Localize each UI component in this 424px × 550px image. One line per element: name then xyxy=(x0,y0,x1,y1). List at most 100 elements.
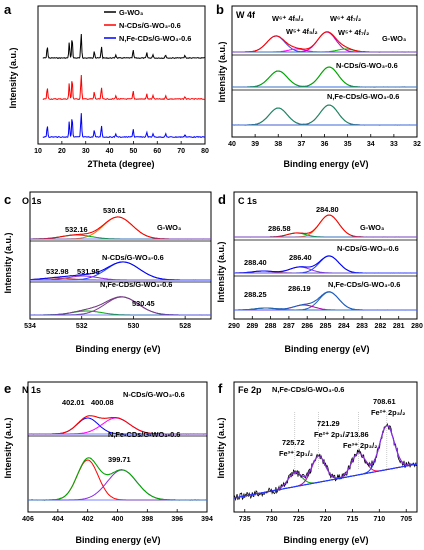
xtick-label: 290 xyxy=(228,323,240,330)
xtick-label: 398 xyxy=(141,516,153,523)
panel-c-xticks: 534 532 530 528 xyxy=(24,316,191,330)
xtick-label: 33 xyxy=(390,141,398,148)
panel-f-xticks: 735 730 725 720 715 710 705 xyxy=(239,509,412,523)
b-w5-52-label: W⁵⁺ 4f₅/₂ xyxy=(286,27,318,36)
fit-envelope xyxy=(30,296,211,316)
panel-a-label: a xyxy=(4,2,12,17)
fit-component xyxy=(233,452,418,499)
xtick-label: 532 xyxy=(76,323,88,330)
fit-component xyxy=(28,469,207,501)
xtick-label: 280 xyxy=(411,323,423,330)
c-53061-label: 530.61 xyxy=(103,206,126,215)
fit-component xyxy=(232,107,417,126)
f-sample-label: N,Fe-CDs/G-WO₃-0.6 xyxy=(272,385,344,394)
b-n-label: N-CDs/G-WO₃-0.6 xyxy=(336,61,398,70)
xtick-label: 735 xyxy=(239,516,251,523)
panel-a-xlabel: 2Theta (degree) xyxy=(87,159,154,169)
panel-b-xlabel: Binding energy (eV) xyxy=(283,159,368,169)
panel-d-label: d xyxy=(218,192,226,207)
panel-e-ylabel: Intensity (a.u.) xyxy=(3,417,13,478)
d-28480-label: 284.80 xyxy=(316,205,339,214)
panel-d-title: C 1s xyxy=(238,196,257,206)
panel-b: b Intensity (a.u.) Binding energy (eV) W… xyxy=(216,2,421,169)
panel-f: f Intensity (a.u.) Binding energy (eV) F… xyxy=(216,381,418,545)
b-nfe-label: N,Fe-CDs/G-WO₃-0.6 xyxy=(327,92,399,101)
panel-c: c Intensity (a.u.) Binding energy (eV) O… xyxy=(3,191,212,354)
panel-b-frame xyxy=(231,5,418,138)
d-28619-label: 286.19 xyxy=(288,284,311,293)
panel-a-xticks: 10 20 30 40 50 60 70 80 xyxy=(34,141,209,155)
xtick-label: 530 xyxy=(128,323,140,330)
xtick-label: 404 xyxy=(52,516,64,523)
e-n-label: N-CDs/G-WO₃-0.6 xyxy=(123,390,185,399)
panel-e: e Intensity (a.u.) Binding energy (eV) N… xyxy=(3,381,213,545)
xtick-label: 285 xyxy=(320,323,332,330)
f-fe3-32-label: Fe³⁺ 2p₃/₂ xyxy=(343,441,377,450)
f-70861-label: 708.61 xyxy=(373,397,396,406)
panel-b-title: W 4f xyxy=(236,10,256,20)
fit-component xyxy=(233,455,418,499)
xtick-label: 282 xyxy=(375,323,387,330)
xtick-label: 289 xyxy=(246,323,258,330)
e-39971-label: 399.71 xyxy=(108,455,131,464)
xtick-label: 400 xyxy=(112,516,124,523)
raw-spectrum xyxy=(29,216,212,240)
panel-f-curves xyxy=(233,412,418,502)
panel-c-frame xyxy=(29,191,212,320)
panel-e-title: N 1s xyxy=(22,385,41,395)
xtick-label: 40 xyxy=(228,141,236,148)
fit-component xyxy=(30,296,211,316)
xtick-label: 36 xyxy=(321,141,329,148)
e-40201-label: 402.01 xyxy=(62,398,85,407)
fit-component xyxy=(234,266,417,274)
fit-envelope xyxy=(232,66,417,88)
panel-b-curves xyxy=(231,31,418,126)
xtick-label: 730 xyxy=(266,516,278,523)
legend-nfe: N,Fe-CDs/G-WO₃-0.6 xyxy=(119,34,191,43)
fit-component xyxy=(234,304,417,311)
c-53045-label: 530.45 xyxy=(132,299,155,308)
xtick-label: 60 xyxy=(153,148,161,155)
xtick-label: 20 xyxy=(58,148,66,155)
panel-b-ylabel: Intensity (a.u.) xyxy=(217,41,227,102)
f-fe2-32-label: Fe²⁺ 2p₃/₂ xyxy=(371,408,405,417)
xtick-label: 283 xyxy=(356,323,368,330)
xtick-label: 287 xyxy=(283,323,295,330)
panel-e-curves xyxy=(27,415,208,501)
panel-f-ylabel: Intensity (a.u.) xyxy=(216,417,226,478)
f-fe3-12-label: Fe³⁺ 2p₁/₂ xyxy=(279,449,313,458)
xtick-label: 32 xyxy=(413,141,421,148)
xtick-label: 725 xyxy=(293,516,305,523)
c-g-label: G-WO₃ xyxy=(157,223,181,232)
c-53216-label: 532.16 xyxy=(65,225,88,234)
xtick-label: 402 xyxy=(82,516,94,523)
raw-spectrum xyxy=(29,296,211,316)
xtick-label: 710 xyxy=(373,516,385,523)
xtick-label: 284 xyxy=(338,323,350,330)
xrd-series-line xyxy=(42,33,206,60)
xtick-label: 39 xyxy=(251,141,259,148)
xtick-label: 534 xyxy=(24,323,36,330)
panel-c-label: c xyxy=(4,192,11,207)
xrd-series-line xyxy=(42,113,206,139)
xtick-label: 40 xyxy=(106,148,114,155)
panel-b-xticks: 40 39 38 37 36 35 34 33 32 xyxy=(228,134,421,148)
xtick-label: 396 xyxy=(171,516,183,523)
f-fe2-12-label: Fe²⁺ 2p₁/₂ xyxy=(314,430,348,439)
panel-f-xlabel: Binding energy (eV) xyxy=(283,535,368,545)
panel-b-label: b xyxy=(216,2,224,17)
d-28825-label: 288.25 xyxy=(244,290,267,299)
raw-spectrum xyxy=(234,214,418,238)
xtick-label: 38 xyxy=(274,141,282,148)
xtick-label: 286 xyxy=(301,323,313,330)
b-w5-72-label: W⁵⁺ 4f₇/₂ xyxy=(338,28,369,37)
d-g-label: G-WO₃ xyxy=(360,223,384,232)
c-53298-label: 532.98 xyxy=(46,267,69,276)
legend-n: N-CDs/G-WO₃-0.6 xyxy=(119,21,181,30)
xtick-label: 406 xyxy=(22,516,34,523)
fit-component xyxy=(234,214,417,238)
legend-g: G-WO₃ xyxy=(119,8,143,17)
panel-e-label: e xyxy=(4,381,11,396)
e-nfe-label: N,Fe-CDs/G-WO₃-0.6 xyxy=(108,430,180,439)
